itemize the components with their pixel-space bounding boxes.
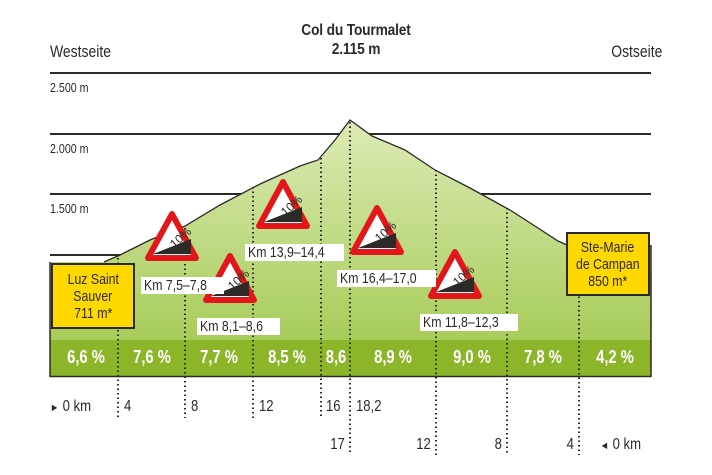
gradient-seg-5: 8,6	[325, 347, 347, 367]
warning-sign-4: 10%	[350, 205, 404, 255]
km-west-8: 8	[191, 398, 199, 415]
west-side-label: Westseite	[50, 42, 111, 61]
km-east-8: 8	[494, 436, 502, 453]
summit-elevation: 2.115 m	[331, 41, 381, 58]
gradient-seg-7: 9,0 %	[453, 347, 491, 367]
km-east-4: 4	[566, 436, 574, 453]
sign-label-2: Km 8,1–8,6	[197, 318, 280, 335]
pass-name: Col du Tourmalet	[301, 22, 411, 39]
y-label-2000: 2.000 m	[50, 141, 89, 156]
sign-label-3: Km 13,9–14,4	[245, 244, 345, 261]
y-label-2500: 2.500 m	[50, 80, 89, 95]
warning-sign-1: 10%	[145, 211, 199, 261]
km-west-16: 16	[326, 398, 341, 415]
km-west-12: 12	[259, 398, 274, 415]
gradient-seg-2: 7,6 %	[133, 347, 171, 367]
gradient-seg-1: 6,6 %	[67, 347, 105, 367]
km-west-start: ► 0 km	[50, 398, 92, 415]
play-arrow-icon: ►	[50, 402, 59, 414]
warning-sign-3: 10%	[256, 179, 310, 229]
gradient-seg-8: 7,8 %	[524, 347, 562, 367]
y-label-1500: 1.500 m	[50, 201, 89, 216]
km-east-12: 12	[416, 436, 431, 453]
gradient-seg-4: 8,5 %	[268, 347, 306, 367]
start-box-east: Ste-Marie de Campan 850 m*	[566, 232, 650, 296]
km-east-start: ◄ 0 km	[600, 436, 642, 453]
gradient-seg-6: 8,9 %	[374, 347, 412, 367]
sign-label-1: Km 7,5–7,8	[141, 277, 224, 294]
chart-title: Col du Tourmalet 2.115 m	[50, 21, 662, 59]
sign-label-4: Km 16,4–17,0	[337, 270, 437, 287]
km-west-4: 4	[124, 398, 132, 415]
gradient-seg-9: 4,2 %	[596, 347, 634, 367]
east-side-label: Ostseite	[610, 42, 662, 61]
sign-label-5: Km 11,8–12,3	[420, 314, 519, 331]
gradient-seg-3: 7,7 %	[200, 347, 238, 367]
warning-sign-5: 10%	[428, 249, 482, 299]
km-east-17: 17	[330, 436, 345, 453]
reverse-arrow-icon: ◄	[600, 440, 609, 452]
start-box-west: Luz Saint Sauver 711 m*	[51, 263, 135, 329]
km-west-18-2: 18,2	[356, 398, 382, 415]
